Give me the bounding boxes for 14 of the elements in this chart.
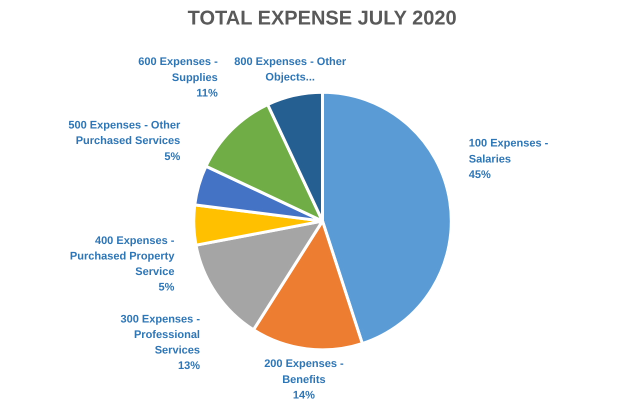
slice-label: 400 Expenses - Purchased Property Service [70,234,176,278]
data-label: 13% [178,360,200,372]
slice-label: 800 Expenses - Other Objects... [234,56,347,84]
data-label: 45% [468,168,492,181]
chart-title: TOTAL EXPENSE JULY 2020 [188,8,457,30]
slice-label: 200 Expenses - Benefits [264,358,344,386]
data-label: 14% [292,389,316,402]
data-label: 5% [164,150,180,163]
slice-label: 600 Expenses - Supplies [138,56,218,84]
slice-label: 100 Expenses - Salaries [468,138,549,166]
slice-label: 300 Expenses - Professional Services [120,313,200,357]
data-label: 11% [196,87,218,100]
data-label: 5% [158,282,175,294]
slice-label: 500 Expenses - Other Purchased Services [68,120,181,148]
